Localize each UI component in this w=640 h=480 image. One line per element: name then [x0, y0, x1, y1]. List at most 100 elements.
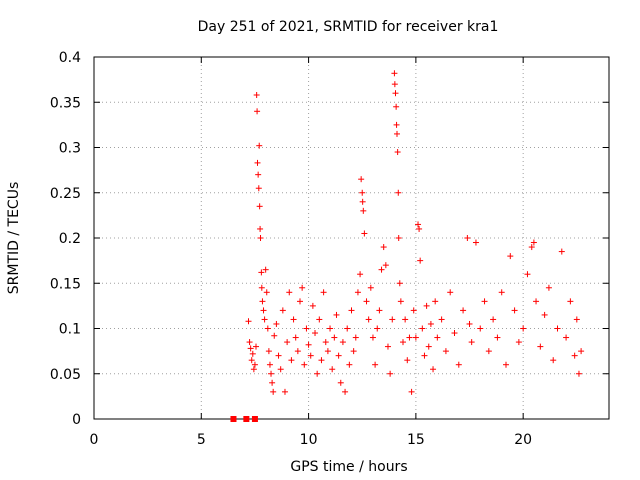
data-point — [333, 311, 340, 318]
data-point — [259, 298, 266, 305]
data-point — [248, 357, 255, 364]
y-tick-label: 0.15 — [50, 276, 81, 292]
data-point — [348, 307, 355, 314]
data-point — [270, 388, 277, 395]
data-point — [393, 130, 400, 137]
data-point — [427, 320, 434, 327]
data-point — [575, 370, 582, 377]
data-point — [316, 316, 323, 323]
data-point — [358, 176, 365, 183]
data-point — [490, 316, 497, 323]
data-points — [230, 70, 585, 422]
data-point — [554, 325, 561, 332]
data-point-marker — [243, 416, 250, 422]
data-point — [558, 248, 565, 255]
data-point — [258, 269, 265, 276]
data-point — [402, 316, 409, 323]
data-point — [503, 361, 509, 368]
x-tick-label: 5 — [197, 432, 206, 448]
data-point — [460, 307, 467, 314]
data-point — [307, 352, 314, 359]
data-point — [498, 289, 505, 296]
data-point — [299, 284, 306, 291]
data-point — [425, 343, 432, 350]
grid-lines — [94, 57, 609, 419]
data-point — [305, 341, 312, 348]
x-axis-label: GPS time / hours — [290, 459, 407, 475]
data-point — [257, 235, 264, 241]
data-point — [344, 325, 351, 332]
data-point — [320, 289, 327, 296]
data-point — [260, 307, 267, 314]
data-point — [387, 370, 394, 377]
data-point — [384, 343, 391, 350]
data-point — [423, 302, 430, 309]
data-point — [245, 318, 252, 325]
data-point — [277, 366, 284, 373]
x-tick-label: 15 — [407, 432, 425, 448]
data-point — [281, 388, 288, 395]
data-point — [331, 334, 338, 341]
y-tick-label: 0.1 — [59, 322, 81, 338]
data-point — [455, 361, 462, 368]
data-point — [290, 316, 297, 323]
data-point — [404, 357, 411, 364]
y-tick-label: 0.2 — [59, 231, 81, 247]
data-point — [392, 90, 399, 97]
data-point — [359, 189, 366, 196]
data-point — [434, 334, 441, 341]
data-point — [257, 225, 264, 232]
data-point — [284, 339, 291, 346]
data-point — [352, 334, 359, 341]
data-point — [410, 307, 417, 314]
data-point — [254, 159, 261, 166]
data-point — [421, 352, 428, 359]
data-point — [395, 189, 402, 196]
data-point — [243, 416, 250, 422]
data-point — [256, 203, 263, 210]
data-point — [312, 330, 319, 337]
data-point — [367, 284, 374, 291]
data-point — [520, 325, 527, 332]
data-point — [268, 370, 275, 377]
data-point — [253, 92, 260, 99]
data-point — [369, 334, 376, 341]
data-point — [393, 121, 400, 128]
data-point — [246, 339, 253, 346]
data-point — [294, 348, 301, 355]
data-point — [477, 325, 484, 332]
y-tick-label: 0 — [72, 412, 81, 428]
data-point — [481, 298, 488, 305]
data-point — [430, 366, 437, 373]
data-point — [494, 334, 501, 341]
data-point — [322, 339, 329, 346]
data-point — [408, 388, 415, 395]
data-point — [339, 339, 346, 346]
data-point — [301, 361, 308, 368]
data-point — [255, 171, 262, 178]
data-point — [567, 298, 574, 305]
x-tick-labels: 0 5 10 15 20 — [90, 432, 533, 448]
data-point — [394, 149, 401, 156]
data-point — [255, 185, 262, 192]
data-point — [264, 325, 271, 332]
data-point — [363, 298, 370, 305]
data-point — [533, 298, 540, 305]
data-point — [419, 325, 426, 332]
data-point — [550, 357, 557, 364]
y-tick-labels: 0 0.05 0.1 0.15 0.2 0.25 0.3 0.35 0.4 — [50, 50, 81, 428]
data-point — [485, 348, 492, 355]
data-point — [275, 352, 282, 359]
data-point — [365, 316, 372, 323]
data-point — [292, 334, 299, 341]
data-point — [415, 221, 422, 228]
data-point — [380, 244, 387, 251]
data-point — [412, 334, 419, 341]
data-point — [571, 352, 578, 359]
data-point — [269, 379, 276, 386]
data-point — [432, 298, 439, 305]
data-point — [541, 311, 548, 318]
data-point — [376, 307, 383, 314]
x-tick-label: 20 — [514, 432, 532, 448]
